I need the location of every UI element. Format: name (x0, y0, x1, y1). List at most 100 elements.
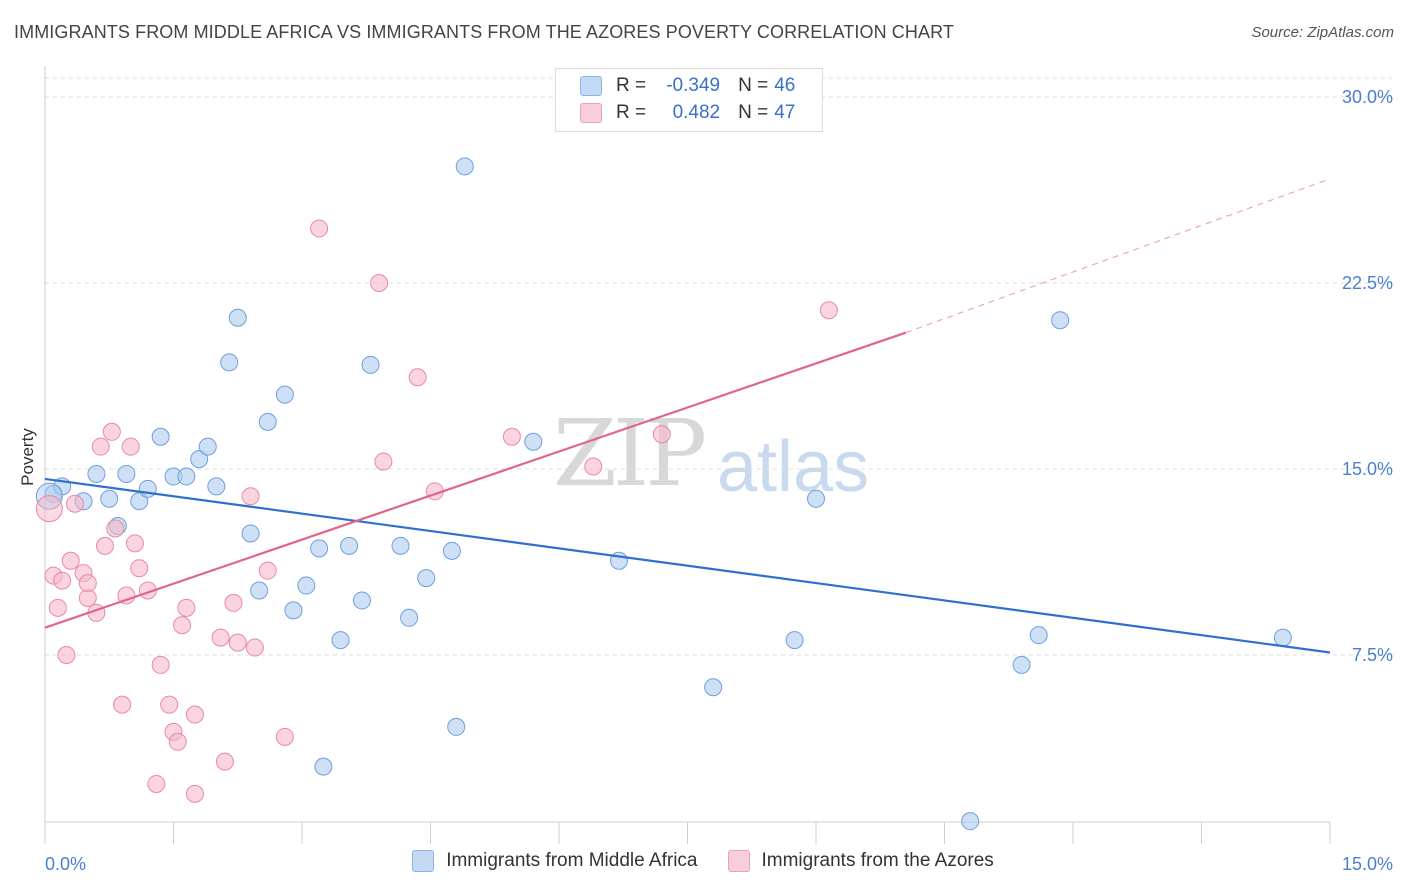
point-middle-africa (961, 812, 980, 831)
series-legend-label: Immigrants from the Azores (761, 850, 994, 871)
x-tick-label-max: 15.0% (1342, 854, 1393, 874)
point-azores (211, 628, 230, 647)
chart-title: IMMIGRANTS FROM MIDDLE AFRICA VS IMMIGRA… (14, 22, 954, 42)
point-middle-africa (417, 569, 436, 588)
point-azores (125, 534, 144, 553)
point-azores (224, 593, 243, 612)
point-middle-africa (331, 631, 350, 650)
point-middle-africa (400, 608, 419, 627)
point-azores (168, 732, 187, 751)
point-azores (53, 571, 72, 590)
legend-r-value: 0.482 (672, 102, 721, 123)
point-middle-africa (785, 631, 804, 650)
series-legend-label: Immigrants from Middle Africa (446, 850, 698, 871)
y-tick-label: 30.0% (1342, 87, 1393, 107)
point-middle-africa (198, 437, 217, 456)
point-middle-africa (228, 308, 247, 327)
point-azores (185, 705, 204, 724)
point-middle-africa (447, 717, 466, 736)
correlation-legend: R = -0.349 N = 46 R = 0.482 N = 47 (555, 68, 823, 132)
point-azores (95, 536, 114, 555)
point-azores (370, 274, 389, 292)
point-azores (48, 598, 67, 617)
trend-line-middle-africa (44, 477, 1331, 654)
point-azores (57, 646, 76, 664)
point-azores (819, 301, 838, 320)
legend-n-label: N = (738, 75, 769, 96)
point-middle-africa (391, 536, 410, 555)
legend-r-value: -0.349 (666, 75, 721, 96)
point-azores (121, 437, 140, 456)
legend-swatch-middle-africa (580, 76, 602, 96)
point-middle-africa (297, 576, 316, 595)
point-azores (245, 638, 264, 657)
legend-r-label: R = (616, 102, 647, 123)
point-middle-africa (241, 524, 260, 543)
point-azores (173, 616, 192, 635)
point-azores (130, 559, 149, 578)
point-middle-africa (275, 385, 294, 404)
point-azores (160, 695, 179, 714)
point-azores (102, 422, 121, 441)
point-middle-africa (100, 489, 119, 508)
point-middle-africa (87, 464, 106, 483)
legend-n-value: 47 (774, 102, 796, 123)
point-azores (65, 494, 84, 513)
legend-row-azores: R = 0.482 N = 47 (580, 100, 795, 126)
point-middle-africa (151, 427, 170, 446)
legend-swatch-azores (580, 103, 602, 123)
point-middle-africa (704, 678, 723, 697)
point-middle-africa (1051, 311, 1070, 330)
point-middle-africa (340, 536, 359, 555)
point-azores (35, 495, 63, 523)
point-middle-africa (207, 477, 226, 496)
point-middle-africa (258, 412, 277, 431)
point-middle-africa (138, 479, 157, 498)
y-axis-label: Poverty (18, 428, 37, 486)
point-azores (275, 727, 294, 746)
point-azores (113, 695, 132, 714)
point-middle-africa (1029, 626, 1048, 645)
point-azores (241, 487, 260, 506)
legend-row-middle-africa: R = -0.349 N = 46 (580, 73, 795, 99)
y-tick-label: 22.5% (1342, 273, 1393, 293)
series-legend-swatch-azores (727, 850, 750, 872)
point-azores (106, 519, 125, 538)
legend-n-label: N = (738, 102, 769, 123)
x-tick-label-min: 0.0% (45, 854, 86, 874)
point-middle-africa (177, 467, 196, 486)
series-legend: Immigrants from Middle Africa Immigrants… (0, 850, 1406, 872)
point-middle-africa (1012, 655, 1031, 674)
point-middle-africa (455, 157, 474, 176)
point-middle-africa (807, 489, 825, 508)
point-azores (78, 574, 97, 593)
point-azores (310, 219, 329, 238)
point-middle-africa (190, 450, 209, 469)
point-azores (215, 752, 234, 771)
point-azores (151, 655, 170, 674)
series-legend-item-azores: Immigrants from the Azores (727, 850, 994, 872)
chart-source: Source: ZipAtlas.com (1251, 24, 1394, 41)
point-azores (258, 561, 277, 580)
point-azores (374, 452, 393, 471)
point-middle-africa (361, 355, 380, 374)
point-middle-africa (250, 581, 269, 600)
series-legend-item-middle-africa: Immigrants from Middle Africa (412, 850, 698, 872)
point-azores (228, 633, 247, 652)
series-legend-swatch-middle-africa (412, 850, 435, 872)
point-middle-africa (310, 539, 329, 558)
y-tick-label: 15.0% (1342, 459, 1393, 479)
point-middle-africa (442, 541, 461, 560)
point-middle-africa (352, 591, 371, 610)
point-middle-africa (220, 353, 239, 372)
point-azores (652, 425, 671, 444)
point-azores (61, 551, 80, 570)
point-middle-africa (284, 601, 303, 620)
point-azores (502, 427, 521, 446)
trend-line-azores (44, 331, 907, 629)
legend-n-value: 46 (774, 75, 796, 96)
point-azores (117, 586, 136, 605)
point-azores (584, 457, 603, 476)
watermark-atlas: atlas (717, 427, 870, 507)
